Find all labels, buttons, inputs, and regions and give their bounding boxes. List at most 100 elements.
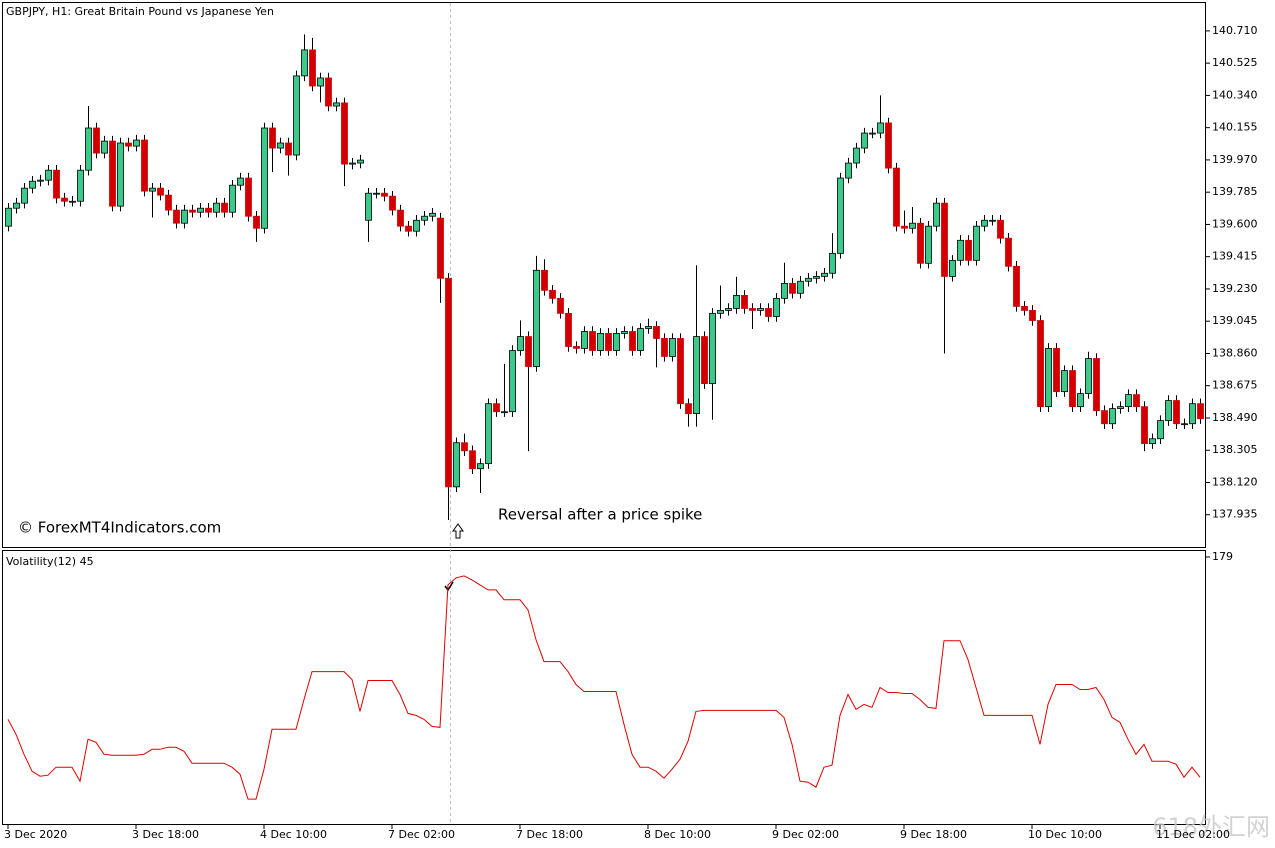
candle-body <box>181 209 188 224</box>
candle-body <box>1021 305 1028 311</box>
candle-body <box>925 225 932 264</box>
candle-body <box>1149 438 1156 445</box>
candle-body <box>965 239 972 261</box>
candle-body <box>629 331 636 351</box>
candle-body <box>693 336 700 415</box>
candle-body <box>37 179 44 182</box>
candle-body <box>189 209 196 213</box>
candle-body <box>317 77 324 87</box>
candle-body <box>685 403 692 415</box>
candle-body <box>461 442 468 452</box>
candle-body <box>213 202 220 213</box>
y-tick-label: 140.155 <box>1212 121 1258 134</box>
candle-body <box>101 140 108 154</box>
y-tick-label: 139.230 <box>1212 282 1258 295</box>
candle-body <box>901 225 908 229</box>
chart-title: GBPJPY, H1: Great Britain Pound vs Japan… <box>6 5 274 18</box>
candle-body <box>1117 406 1124 409</box>
x-tick-label: 9 Dec 18:00 <box>900 828 967 841</box>
candle-body <box>509 350 516 413</box>
x-tick-label: 4 Dec 10:00 <box>260 828 327 841</box>
candle-body <box>1053 348 1060 393</box>
y-tick-label: 140.710 <box>1212 24 1258 37</box>
indicator-title: Volatility(12) 45 <box>6 555 94 568</box>
candle-body <box>573 346 580 349</box>
candle-body <box>973 225 980 261</box>
candle-body <box>717 309 724 314</box>
candle-body <box>949 259 956 277</box>
x-tick-label: 11 Dec 02:00 <box>1156 828 1230 841</box>
candle-body <box>29 180 36 189</box>
candle-body <box>1133 394 1140 408</box>
candle-body <box>1013 265 1020 307</box>
candle-body <box>933 202 940 227</box>
candle-body <box>501 411 508 414</box>
candle-body <box>709 312 716 385</box>
x-tick-label: 10 Dec 10:00 <box>1028 828 1102 841</box>
candle-body <box>453 442 460 488</box>
y-tick-label: 139.415 <box>1212 250 1258 263</box>
candle-body <box>789 282 796 294</box>
candle-body <box>1157 420 1164 440</box>
candle-body <box>45 169 52 181</box>
candle-body <box>829 252 836 274</box>
candle-body <box>981 219 988 227</box>
candle-body <box>861 132 868 149</box>
candle-body <box>821 272 828 277</box>
candle-body <box>477 463 484 470</box>
candle-body <box>773 297 780 317</box>
candle-body <box>677 338 684 405</box>
x-tick-label: 8 Dec 10:00 <box>644 828 711 841</box>
candle-body <box>869 132 876 135</box>
candle-body <box>469 450 476 470</box>
candle-body <box>309 49 316 87</box>
candle-body <box>141 139 148 192</box>
candle-body <box>565 312 572 347</box>
candle-body <box>413 219 420 232</box>
candle-body <box>605 333 612 351</box>
candle-body <box>621 331 628 334</box>
candle-body <box>613 333 620 351</box>
candle-body <box>245 177 252 217</box>
candle-body <box>805 277 812 282</box>
candle-body <box>77 169 84 202</box>
candle-body <box>997 219 1004 239</box>
candle-body <box>1109 408 1116 425</box>
candle-body <box>429 212 436 217</box>
candle-body <box>1093 358 1100 412</box>
candle-body <box>1085 358 1092 394</box>
candle-body <box>261 127 268 229</box>
candle-body <box>893 167 900 227</box>
annotation: Reversal after a price spike <box>498 506 702 524</box>
candle-body <box>229 184 236 213</box>
y-tick-label: 139.970 <box>1212 153 1258 166</box>
candle-body <box>797 280 804 294</box>
y-tick-label: 138.305 <box>1212 443 1258 456</box>
candle-body <box>1061 370 1068 393</box>
candle-body <box>301 49 308 77</box>
candle-body <box>741 294 748 309</box>
candle-body <box>1045 348 1052 408</box>
candle-body <box>277 142 284 149</box>
candle-body <box>445 277 452 488</box>
candle-body <box>853 147 860 164</box>
candle-body <box>581 331 588 349</box>
candle-body <box>357 159 364 164</box>
candle-body <box>917 222 924 264</box>
y-tick-label: 137.935 <box>1212 508 1258 521</box>
candle-body <box>781 282 788 299</box>
candle-body <box>517 336 524 351</box>
candle-body <box>269 127 276 149</box>
candle-body <box>701 336 708 385</box>
x-tick-label: 3 Dec 18:00 <box>132 828 199 841</box>
candle-body <box>5 207 12 227</box>
x-tick-label: 7 Dec 02:00 <box>388 828 455 841</box>
candle-body <box>349 162 356 165</box>
candle-body <box>85 127 92 171</box>
candle-body <box>485 403 492 465</box>
y-tick-label: 139.785 <box>1212 185 1258 198</box>
x-tick-label: 7 Dec 18:00 <box>516 828 583 841</box>
candle-body <box>1141 406 1148 445</box>
candle-body <box>1197 403 1204 420</box>
